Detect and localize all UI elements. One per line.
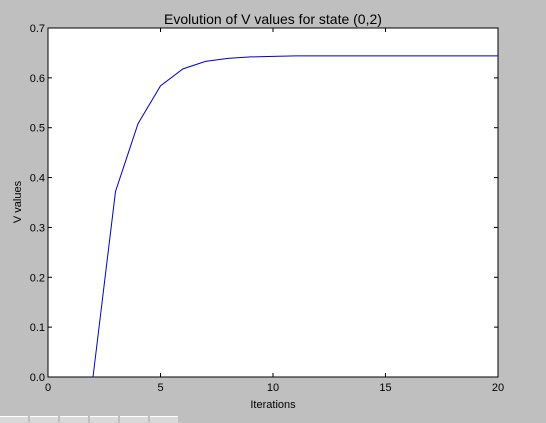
plot-area <box>47 27 499 378</box>
toolbar-button[interactable] <box>120 416 148 423</box>
x-tick-label: 15 <box>379 382 391 394</box>
y-axis-ticks: 0.0 0.1 0.2 0.3 0.4 0.5 0.6 0.7 <box>30 23 498 384</box>
toolbar-button[interactable] <box>150 416 178 423</box>
y-tick-label: 0.7 <box>30 23 45 35</box>
y-tick-label: 0.4 <box>30 173 45 185</box>
series-line <box>92 55 498 378</box>
chart-title: Evolution of V values for state (0,2) <box>164 11 382 27</box>
figure-toolbar <box>0 416 546 423</box>
y-tick-label: 0.3 <box>30 222 45 234</box>
toolbar-button[interactable] <box>90 416 118 423</box>
y-axis-label: V values <box>12 180 24 223</box>
x-axis-ticks: 0 5 10 15 20 <box>45 28 504 394</box>
x-tick-label: 5 <box>157 382 163 394</box>
x-axis-label: Iterations <box>250 399 296 411</box>
toolbar-button[interactable] <box>60 416 88 423</box>
x-tick-label: 20 <box>492 382 504 394</box>
y-tick-label: 0.1 <box>30 322 45 334</box>
y-tick-label: 0.6 <box>30 73 45 85</box>
y-tick-label: 0.0 <box>30 372 45 384</box>
x-tick-label: 0 <box>45 382 51 394</box>
toolbar-button[interactable] <box>30 416 58 423</box>
y-tick-label: 0.2 <box>30 272 45 284</box>
toolbar-button[interactable] <box>0 416 28 423</box>
y-tick-label: 0.5 <box>30 123 45 135</box>
x-tick-label: 10 <box>267 382 279 394</box>
series-layer <box>92 55 498 378</box>
